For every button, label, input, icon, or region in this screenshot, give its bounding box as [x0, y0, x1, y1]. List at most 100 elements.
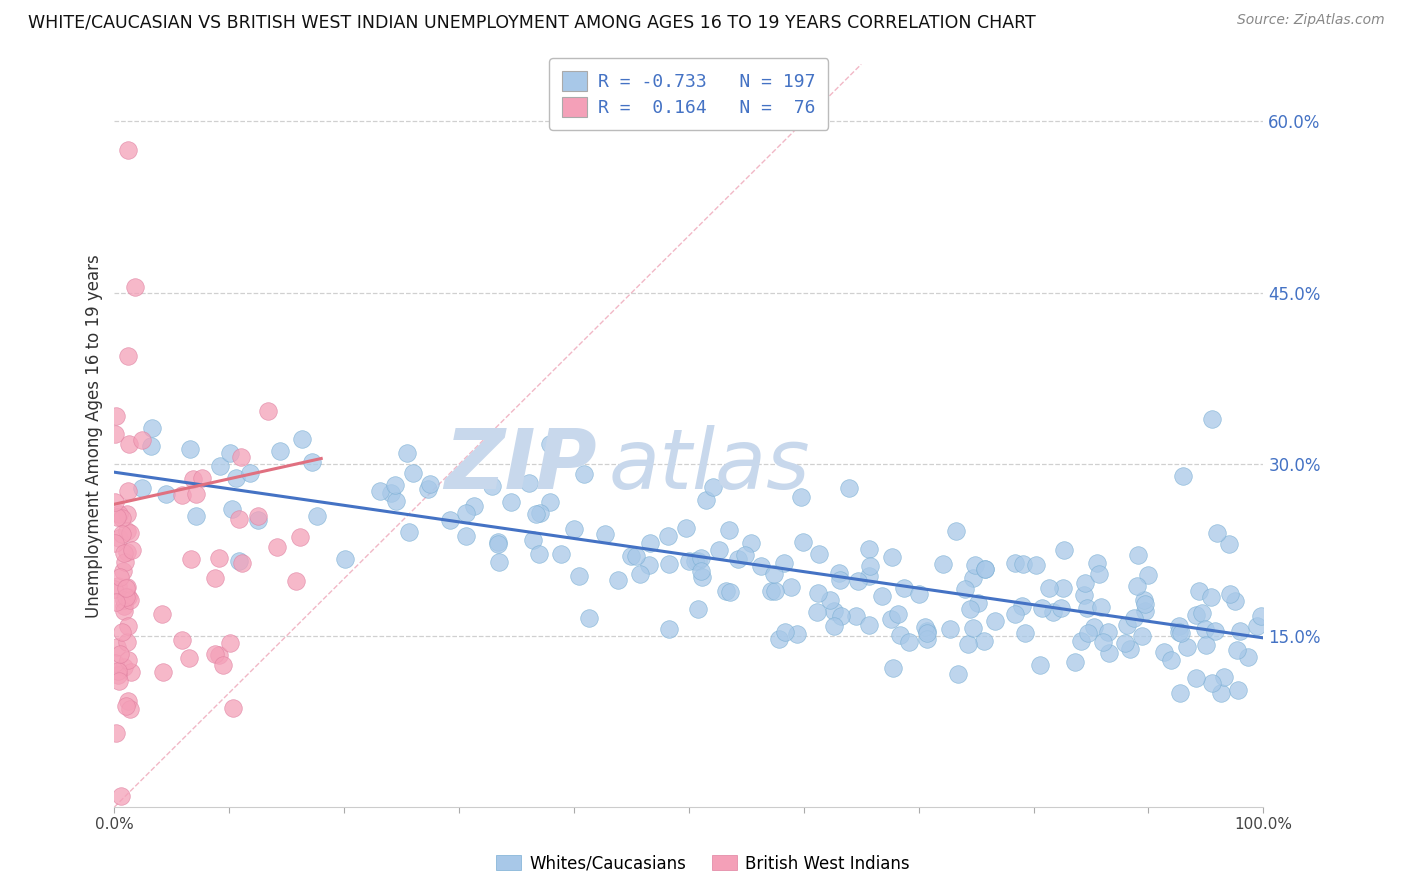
Point — [1168, 686, 1191, 700]
Point — [1038, 581, 1060, 595]
Point — [823, 604, 845, 618]
Point — [118, 702, 141, 716]
Point — [305, 508, 328, 523]
Point — [717, 523, 740, 537]
Point — [1125, 579, 1147, 593]
Legend: Whites/Caucasians, British West Indians: Whites/Caucasians, British West Indians — [489, 848, 917, 880]
Point — [208, 648, 231, 662]
Point — [112, 659, 135, 673]
Point — [678, 554, 700, 568]
Point — [107, 508, 129, 522]
Point — [688, 554, 710, 568]
Point — [880, 612, 903, 626]
Point — [454, 529, 477, 543]
Point — [828, 566, 851, 580]
Point — [658, 622, 681, 636]
Point — [830, 608, 852, 623]
Point — [219, 636, 242, 650]
Point — [1191, 606, 1213, 620]
Point — [266, 540, 288, 554]
Point — [1185, 671, 1208, 685]
Point — [838, 481, 860, 495]
Point — [111, 527, 134, 541]
Point — [734, 548, 756, 562]
Point — [1091, 635, 1114, 649]
Point — [806, 605, 828, 619]
Point — [628, 567, 651, 582]
Point — [1246, 619, 1268, 633]
Point — [221, 502, 243, 516]
Point — [124, 280, 146, 294]
Point — [204, 571, 226, 585]
Point — [808, 547, 831, 561]
Point — [439, 513, 461, 527]
Point — [225, 470, 247, 484]
Point — [690, 564, 713, 578]
Point — [1170, 626, 1192, 640]
Point — [172, 633, 194, 648]
Point — [844, 609, 866, 624]
Point — [1218, 537, 1240, 551]
Point — [1076, 601, 1098, 615]
Point — [550, 547, 572, 561]
Point — [1195, 638, 1218, 652]
Point — [959, 602, 981, 616]
Point — [104, 536, 127, 550]
Point — [763, 567, 786, 582]
Point — [186, 487, 208, 501]
Point — [702, 480, 724, 494]
Point — [419, 477, 441, 491]
Point — [1219, 587, 1241, 601]
Text: Source: ZipAtlas.com: Source: ZipAtlas.com — [1237, 13, 1385, 28]
Point — [118, 593, 141, 607]
Point — [114, 590, 136, 604]
Point — [1119, 641, 1142, 656]
Point — [887, 607, 910, 621]
Point — [177, 651, 200, 665]
Point — [858, 541, 880, 556]
Point — [131, 481, 153, 495]
Point — [517, 475, 540, 490]
Point — [695, 493, 717, 508]
Point — [823, 619, 845, 633]
Point — [932, 558, 955, 572]
Point — [107, 510, 129, 524]
Point — [1204, 624, 1226, 638]
Point — [107, 664, 129, 678]
Point — [114, 555, 136, 569]
Point — [657, 529, 679, 543]
Point — [1130, 629, 1153, 643]
Point — [1201, 675, 1223, 690]
Point — [562, 522, 585, 536]
Point — [107, 531, 129, 545]
Point — [108, 674, 131, 689]
Point — [115, 635, 138, 649]
Point — [486, 534, 509, 549]
Point — [368, 484, 391, 499]
Point — [104, 426, 127, 441]
Point — [1137, 567, 1160, 582]
Point — [1226, 683, 1249, 698]
Point — [117, 653, 139, 667]
Text: ZIP: ZIP — [444, 425, 598, 506]
Point — [914, 620, 936, 634]
Point — [1049, 601, 1071, 615]
Point — [1213, 670, 1236, 684]
Point — [727, 552, 749, 566]
Point — [1012, 557, 1035, 571]
Point — [1185, 607, 1208, 622]
Point — [228, 554, 250, 568]
Point — [384, 494, 406, 508]
Point — [818, 593, 841, 607]
Point — [858, 618, 880, 632]
Point — [231, 557, 253, 571]
Point — [112, 546, 135, 560]
Point — [301, 455, 323, 469]
Point — [288, 530, 311, 544]
Point — [1229, 624, 1251, 639]
Point — [786, 626, 808, 640]
Point — [170, 488, 193, 502]
Point — [246, 508, 269, 523]
Point — [1042, 605, 1064, 619]
Point — [1199, 590, 1222, 604]
